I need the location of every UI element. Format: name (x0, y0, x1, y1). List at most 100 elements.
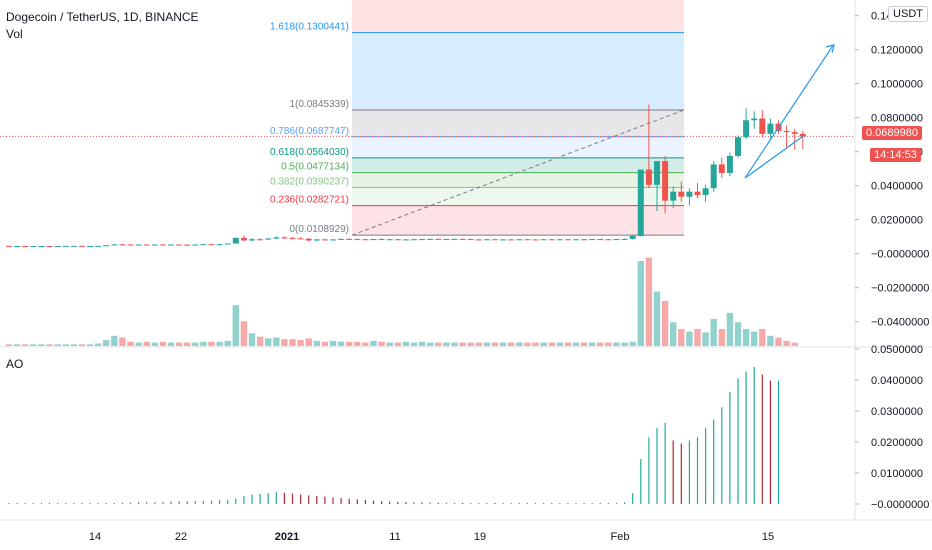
volume-bar (321, 341, 329, 346)
volume-bar (629, 341, 636, 346)
candle-body (678, 191, 685, 197)
candle-body (597, 239, 604, 241)
volume-bar (621, 342, 628, 346)
volume-bar (694, 329, 701, 346)
ao-tick-label: 0.0500000 (871, 344, 923, 356)
candle-body (54, 246, 61, 248)
candle-body (330, 239, 336, 241)
fib-zone (352, 205, 684, 236)
fib-zone-top (352, 0, 684, 33)
fib-level-label: 0.236(0.0282721) (270, 195, 349, 206)
candle-body (216, 244, 223, 246)
candle-body (419, 239, 426, 241)
candle-body (119, 244, 126, 246)
countdown-tag: 14:14:53 (870, 148, 921, 162)
candle-body (184, 244, 191, 246)
candle-body (151, 244, 158, 246)
volume-bar (159, 341, 167, 346)
volume-bar (605, 342, 612, 346)
candle-body (38, 246, 45, 248)
candle-body (273, 237, 280, 239)
candle-body (492, 239, 498, 241)
volume-bar (645, 257, 653, 346)
volume-bar (467, 342, 474, 346)
candle-body (249, 239, 255, 241)
candle-body (111, 244, 118, 246)
volume-bar (734, 322, 742, 346)
volume-bar (370, 340, 377, 346)
candle-body (710, 164, 717, 189)
volume-bar (710, 318, 717, 346)
candle-body (30, 246, 37, 248)
candle-body (791, 132, 798, 134)
volume-bar (459, 342, 466, 346)
fib-level-label: 0.5(0.0477134) (281, 162, 349, 173)
volume-bar (289, 339, 296, 346)
candle-body (459, 238, 466, 240)
time-tick-label: 2021 (275, 531, 299, 543)
candle-body (670, 191, 677, 201)
time-tick-label: 15 (762, 531, 774, 543)
candle-body (257, 239, 264, 241)
currency-button[interactable]: USDT (888, 6, 928, 22)
volume-bar (297, 340, 304, 346)
candle-body (200, 244, 207, 246)
volume-bar (661, 300, 669, 346)
fib-level-label: 0.382(0.0390237) (270, 176, 349, 187)
time-tick-label: 14 (89, 531, 101, 543)
volume-bar (499, 342, 507, 346)
candle-body (297, 238, 304, 240)
fib-level-label: 0(0.0108929) (290, 224, 350, 235)
candle-body (564, 239, 571, 241)
volume-bar (540, 342, 547, 346)
volume-bar (524, 342, 531, 346)
candle-body (500, 239, 507, 241)
volume-bar (451, 342, 458, 346)
candle-body (621, 238, 628, 240)
candle-body (346, 238, 353, 240)
volume-bar (394, 342, 401, 346)
volume-bar (111, 335, 118, 346)
volume-bar (240, 321, 248, 346)
volume-bar (54, 344, 61, 346)
ao-tick-label: 0.0400000 (871, 375, 923, 387)
candle-body (735, 137, 741, 156)
candle-body (394, 239, 401, 241)
candle-body (338, 238, 345, 240)
candle-body (581, 239, 588, 241)
candle-body (483, 239, 490, 241)
ao-tick-label: −0.0000000 (871, 499, 929, 511)
candle-body (751, 118, 758, 121)
volume-bar (346, 341, 353, 346)
volume-bar (70, 344, 77, 346)
candle-body (767, 123, 774, 134)
candle-body (524, 239, 531, 241)
fib-zone (352, 136, 684, 158)
volume-bar (791, 342, 798, 346)
volume-bar (637, 261, 644, 346)
volume-bar (516, 342, 523, 346)
volume-bar (589, 342, 596, 346)
ao-tick-label: 0.0100000 (871, 468, 923, 480)
volume-bar (597, 342, 604, 346)
candle-body (654, 161, 660, 185)
price-tick-label: −0.0400000 (871, 317, 929, 329)
candle-body (475, 239, 482, 241)
volume-bar (86, 344, 94, 346)
volume-bar (151, 342, 158, 346)
volume-bar (475, 342, 482, 346)
volume-bar (702, 332, 709, 346)
volume-bar (216, 341, 223, 346)
candle-body (354, 239, 361, 241)
candle-body (362, 239, 369, 241)
candle-body (451, 238, 458, 240)
volume-bar (580, 342, 588, 346)
volume-bar (572, 342, 580, 346)
volume-bar (135, 342, 142, 346)
symbol-title[interactable]: Dogecoin / TetherUS, 1D, BINANCE (6, 10, 199, 24)
volume-bar (38, 344, 45, 346)
volume-bar (232, 305, 239, 346)
candle-body (103, 245, 110, 247)
candle-body (613, 239, 620, 241)
